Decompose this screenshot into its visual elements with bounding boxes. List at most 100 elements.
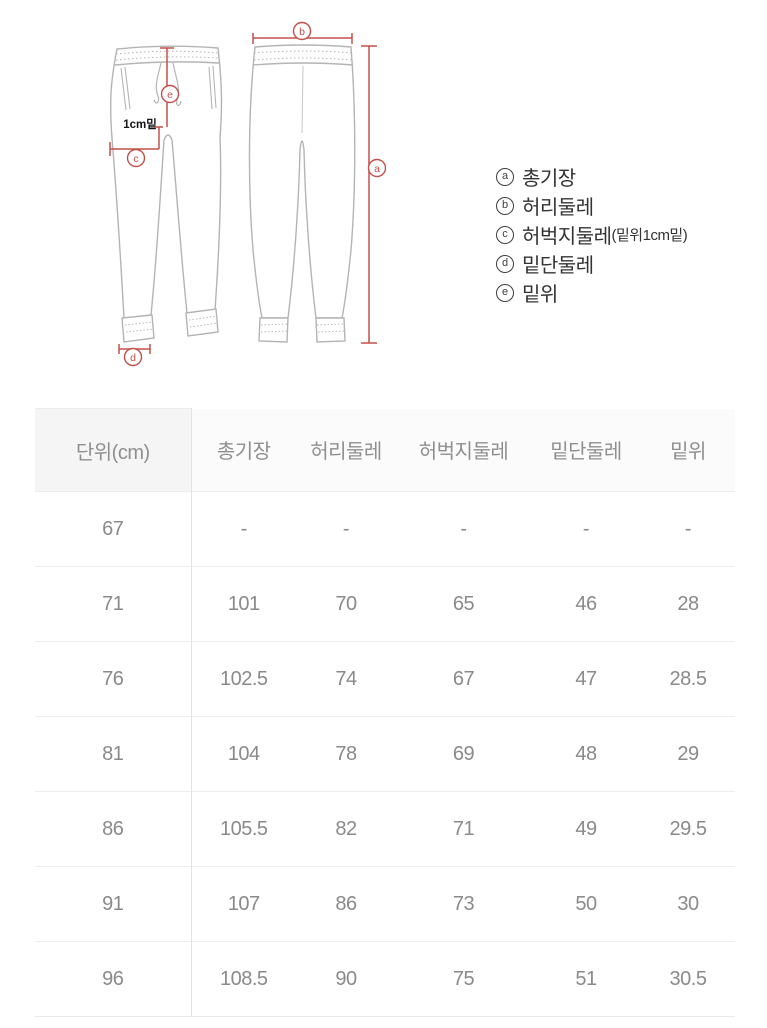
measure-cell: 82 [296, 791, 396, 867]
center-seam [301, 65, 304, 134]
measure-line-a [361, 45, 377, 344]
size-cell: 76 [35, 641, 192, 717]
marker-letter: c [133, 153, 138, 165]
legend-item: d 밑단둘레 [496, 252, 687, 277]
measure-cell: 28 [641, 566, 735, 642]
legend-item: c 허벅지둘레 (밑위1cm밑) [496, 223, 688, 248]
measure-cell: 49 [531, 791, 641, 867]
table-row: 76 102.5 74 67 47 28.5 [35, 641, 735, 717]
measure-cell: 108.5 [191, 941, 296, 1017]
measure-cell: 101 [191, 566, 296, 642]
marker-letter: e [167, 89, 173, 101]
measurement-markers: e c d b a 1cm밑 [123, 21, 387, 367]
marker-letter: a [374, 163, 380, 175]
measure-cell: 29 [641, 716, 735, 792]
legend-item: a 총기장 [496, 165, 687, 190]
measure-cell: 29.5 [641, 791, 735, 867]
measure-cell: 73 [396, 866, 531, 942]
table-row: 86 105.5 82 71 49 29.5 [35, 791, 735, 867]
measure-cell: 48 [531, 716, 641, 792]
size-cell: 86 [35, 791, 192, 867]
size-cell: 81 [35, 716, 192, 792]
measurement-legend: a 총기장 b 허리둘레 c 허벅지둘레 (밑위1cm밑) d 밑단둘레 e 밑위 [496, 165, 688, 310]
measure-cell: 74 [296, 641, 396, 717]
pants-flat-outline [248, 44, 356, 319]
marker-letter: d [130, 352, 136, 364]
legend-label: 허벅지둘레 [522, 226, 612, 248]
measure-cell: 86 [296, 866, 396, 942]
size-table-header-cell: 총기장 [191, 408, 296, 492]
measure-cell: - [396, 491, 531, 567]
size-cell: 96 [35, 941, 192, 1017]
size-cell: 91 [35, 866, 192, 942]
pants-front-outline [109, 45, 223, 319]
cuff-rib-texture [260, 323, 289, 333]
size-table-header-cell: 허벅지둘레 [396, 408, 531, 492]
measure-line-c [109, 126, 163, 156]
size-table-section: 단위(cm) 총기장 허리둘레 허벅지둘레 밑단둘레 밑위 67- - - - -71 101 70 6… [35, 408, 735, 1017]
size-table-header-cell: 허리둘레 [296, 408, 396, 492]
cuff-rib [258, 317, 289, 343]
table-row: 81 104 78 69 48 29 [35, 716, 735, 792]
cuff-rib [185, 308, 219, 337]
marker-e: e [160, 84, 180, 104]
measure-cell: 71 [396, 791, 531, 867]
size-cell: 71 [35, 566, 192, 642]
measure-cell: 70 [296, 566, 396, 642]
legend-label: 총기장 [522, 168, 576, 190]
cuff-rib [315, 317, 346, 343]
pocket-slit [120, 66, 131, 111]
waistband-stitch [253, 57, 353, 61]
cuff-rib [121, 314, 155, 343]
legend-item: e 밑위 [496, 281, 687, 306]
measure-cell: - [296, 491, 396, 567]
size-table: 단위(cm) 총기장 허리둘레 허벅지둘레 밑단둘레 밑위 67- - - - -71 101 70 6… [35, 408, 735, 1017]
cuff-rib-texture [316, 323, 346, 333]
measure-cell: 30 [641, 866, 735, 942]
pocket-slit [208, 65, 217, 110]
waistband-line [252, 62, 354, 66]
pants-measurement-diagram: e c d b a 1cm밑 [109, 21, 387, 367]
legend-label: 허리둘레 [522, 197, 594, 219]
measure-cell: 78 [296, 716, 396, 792]
legend-circle-letter-icon: c [496, 225, 514, 244]
table-row: 71 101 70 65 46 28 [35, 566, 735, 642]
size-table-header-cell: 밑단둘레 [531, 408, 641, 492]
legend-label: 밑위 [522, 284, 558, 306]
marker-c: c [126, 148, 146, 168]
measure-cell: 75 [396, 941, 531, 1017]
measure-cell: 46 [531, 566, 641, 642]
table-row: 91 107 86 73 50 30 [35, 866, 735, 942]
table-row: 96 108.5 90 75 51 30.5 [35, 941, 735, 1017]
measure-cell: 90 [296, 941, 396, 1017]
measure-cell: 51 [531, 941, 641, 1017]
note-1cm-below-crotch: 1cm밑 [123, 118, 157, 131]
measure-cell: - [191, 491, 296, 567]
measure-cell: 65 [396, 566, 531, 642]
legend-circle-letter-icon: a [496, 167, 514, 186]
legend-label: 밑단둘레 [522, 255, 594, 277]
measure-cell: 102.5 [191, 641, 296, 717]
measure-cell: 107 [191, 866, 296, 942]
legend-item: b 허리둘레 [496, 194, 687, 219]
size-table-header-cell: 밑위 [641, 408, 735, 492]
measure-cell: 67 [396, 641, 531, 717]
legend-circle-letter-icon: e [496, 283, 514, 302]
size-table-body: 67- - - - -71 101 70 65 46 28 76 102.5 74 67 47 28.5 81 1… [35, 491, 735, 1017]
measure-cell: 50 [531, 866, 641, 942]
drawstring-icon [172, 62, 182, 106]
measure-cell: - [531, 491, 641, 567]
legend-circle-letter-icon: d [496, 254, 514, 273]
size-table-header-row: 단위(cm) 총기장 허리둘레 허벅지둘레 밑단둘레 밑위 [35, 408, 735, 492]
pants-flat-drawing [248, 44, 356, 343]
cuff-rib-texture [188, 315, 219, 328]
size-cell: 67 [35, 491, 192, 567]
measure-cell: 30.5 [641, 941, 735, 1017]
measure-cell: 69 [396, 716, 531, 792]
legend-suffix: (밑위1cm밑) [611, 227, 688, 244]
marker-letter: b [299, 26, 305, 38]
measure-cell: 47 [531, 641, 641, 717]
measure-cell: 105.5 [191, 791, 296, 867]
waistband-stitch [253, 50, 353, 54]
